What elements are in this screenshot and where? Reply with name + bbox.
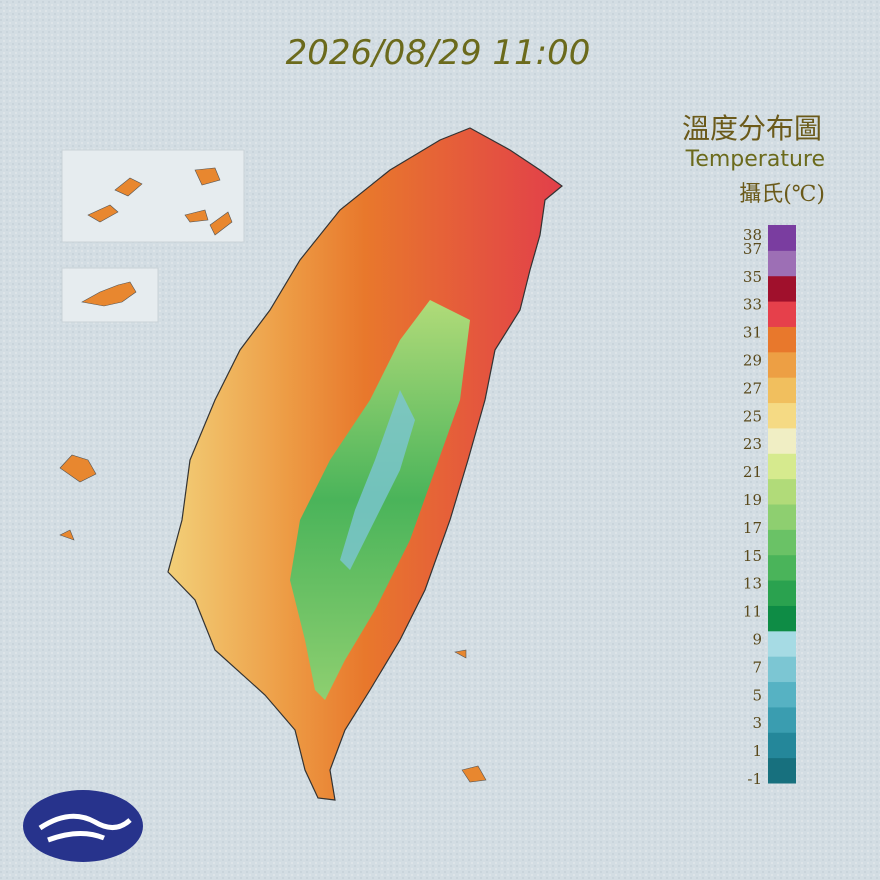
- legend-tick-label: 15: [743, 547, 762, 565]
- legend-color: [768, 656, 796, 683]
- cwa-logo: [23, 790, 143, 862]
- high-peaks: [340, 390, 415, 570]
- legend-title: 溫度分布圖: [682, 112, 822, 145]
- legend-tick-label: 19: [743, 491, 762, 509]
- legend-tick-label: 35: [743, 268, 762, 286]
- legend-color: [768, 377, 796, 404]
- legend-color: [768, 732, 796, 759]
- map-title: 2026/08/29 11:00: [286, 33, 591, 73]
- legend-tick-label: 1: [752, 742, 762, 760]
- legend-tick-label: 33: [743, 296, 762, 314]
- inset-islands: [87, 167, 233, 236]
- legend-color: [768, 275, 796, 302]
- inset-islands: [81, 281, 137, 307]
- penghu: [59, 454, 97, 541]
- legend-color: [768, 478, 796, 505]
- legend-tick-label: 25: [743, 407, 762, 425]
- legend-color: [768, 529, 796, 556]
- legend-color: [768, 427, 796, 454]
- legend-tick-label: 37: [743, 240, 762, 258]
- legend-color: [768, 757, 796, 784]
- legend-color: [768, 706, 796, 733]
- legend-color: [768, 554, 796, 581]
- legend-unit: 攝氏(℃): [739, 182, 825, 207]
- legend-color: [768, 225, 796, 251]
- legend-tick-label: 3: [752, 714, 762, 732]
- legend-tick-label: 5: [752, 686, 762, 704]
- legend-color: [768, 681, 796, 708]
- legend-color: [768, 580, 796, 606]
- legend-tick-label: 21: [743, 463, 762, 481]
- legend-color: [768, 250, 796, 277]
- legend-tick-label: 11: [743, 603, 762, 621]
- legend-tick-label: 29: [743, 352, 762, 370]
- legend-tick-label: 23: [743, 435, 762, 453]
- legend-color: [768, 351, 796, 378]
- taiwan-map: [167, 127, 563, 801]
- legend-color: [768, 630, 796, 657]
- legend-color: [768, 326, 796, 353]
- legend-tick-label: 7: [752, 658, 762, 676]
- legend-color: [768, 605, 796, 632]
- legend-subtitle: Temperature: [685, 147, 825, 172]
- legend-tick-label: -1: [747, 770, 762, 788]
- legend-tick-label: 27: [743, 379, 762, 397]
- legend-color: [768, 504, 796, 530]
- legend-tick-label: 13: [743, 575, 762, 593]
- legend: 溫度分布圖 Temperature 攝氏(℃) 3837353331292725…: [682, 112, 825, 788]
- islets: [454, 649, 487, 783]
- legend-tick-label: 38: [743, 226, 762, 244]
- legend-tick-label: 31: [743, 324, 762, 342]
- legend-tick-label: 9: [752, 631, 762, 649]
- legend-color: [768, 453, 796, 480]
- legend-color: [768, 402, 796, 429]
- legend-tick-label: 17: [743, 519, 762, 537]
- legend-color: [768, 301, 796, 327]
- insets: [59, 149, 487, 783]
